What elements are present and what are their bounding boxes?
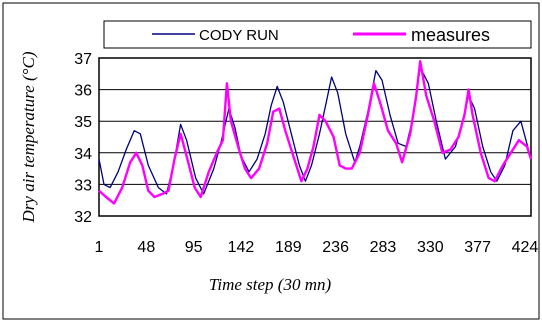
x-tick-label: 236: [322, 239, 349, 256]
plot-area-border: [98, 57, 532, 217]
x-tick-label: 95: [185, 239, 203, 256]
y-axis: 32 33 34 35 36 37: [74, 51, 92, 226]
x-tick-label: 1: [95, 239, 104, 256]
legend-label-measures: measures: [411, 25, 490, 45]
series-lines: [98, 60, 533, 205]
x-tick-label: 377: [464, 239, 491, 256]
y-tick-label: 36: [74, 83, 92, 100]
x-axis: 1 48 95 142 189 236 283 330 377 424: [95, 239, 539, 256]
x-axis-title: Time step (30 mn): [209, 275, 332, 294]
y-axis-title: Dry air temperature (°C): [19, 51, 38, 223]
x-tick-label: 424: [512, 239, 539, 256]
x-tick-label: 330: [417, 239, 444, 256]
legend-label-cody-run: CODY RUN: [199, 27, 279, 44]
y-tick-label: 34: [74, 146, 92, 163]
y-tick-label: 37: [74, 51, 92, 68]
x-tick-label: 189: [275, 239, 302, 256]
x-tick-label: 142: [228, 239, 255, 256]
x-tick-label: 48: [137, 239, 155, 256]
y-tick-label: 32: [74, 209, 92, 226]
y-tick-label: 33: [74, 177, 92, 194]
y-tick-label: 35: [74, 114, 92, 131]
x-tick-label: 283: [370, 239, 397, 256]
series-line-measures: [98, 60, 533, 205]
legend: CODY RUN measures: [103, 20, 532, 49]
